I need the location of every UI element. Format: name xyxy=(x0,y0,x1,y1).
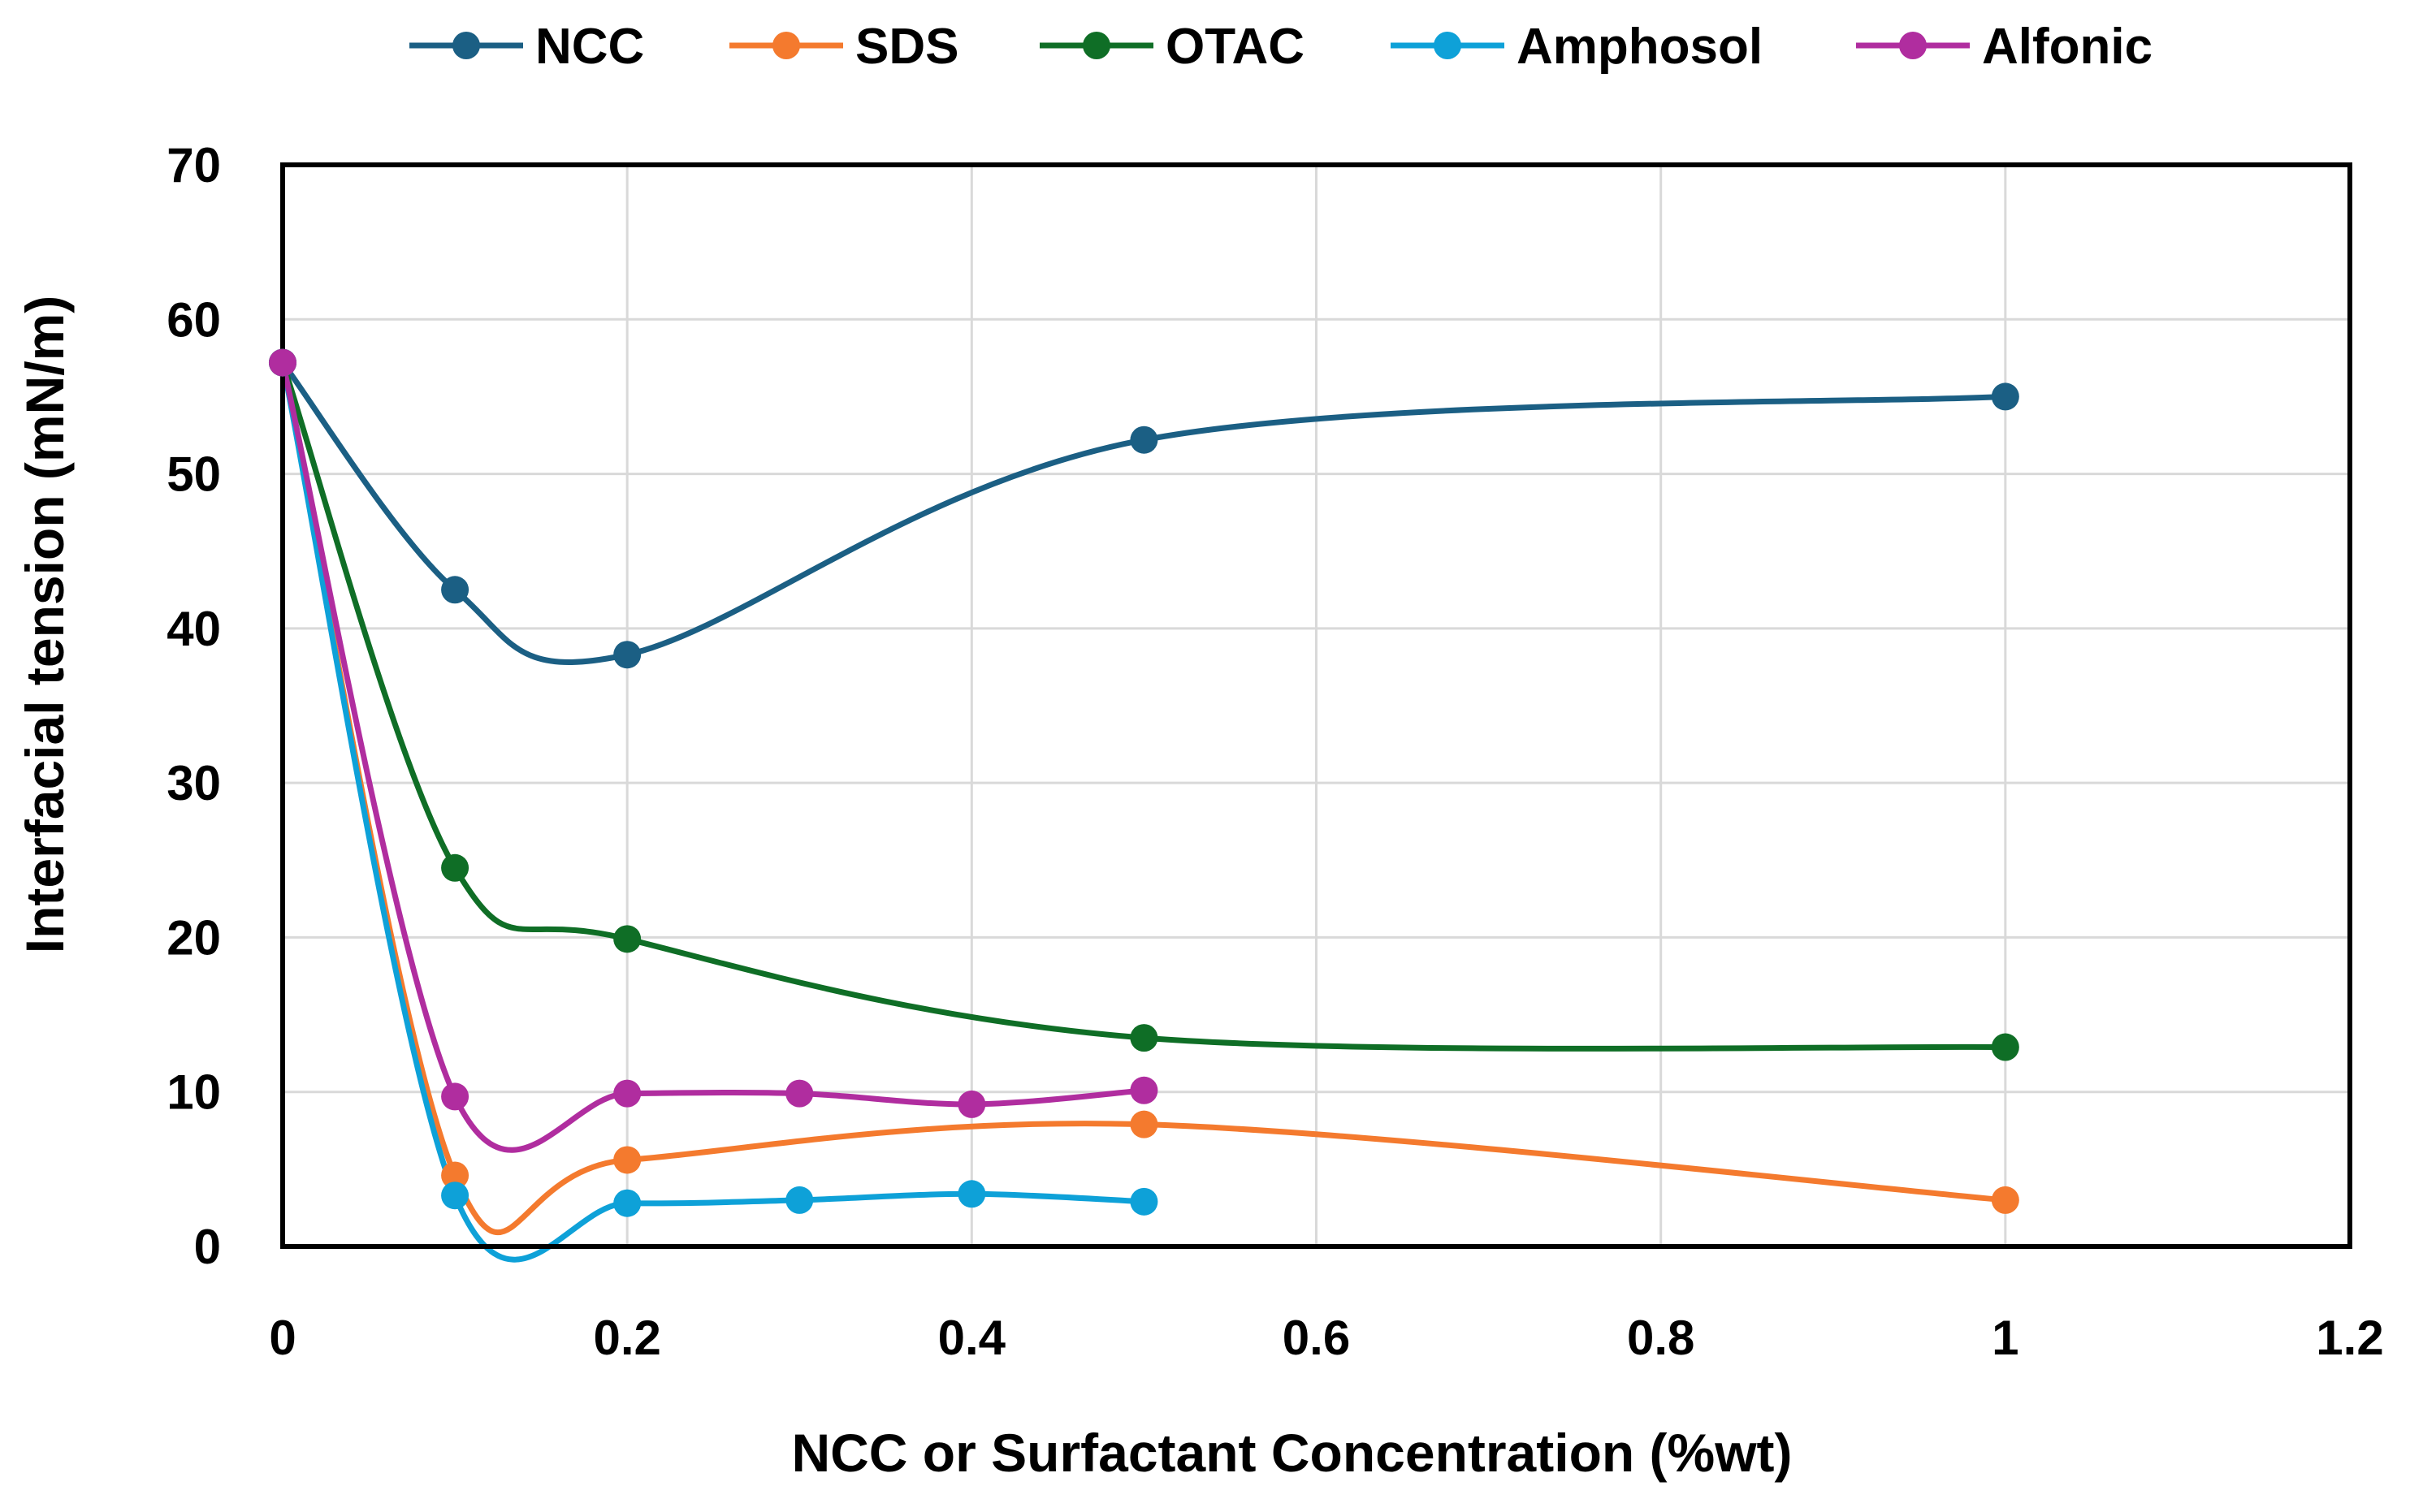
y-tick-label: 20 xyxy=(167,910,221,965)
legend-item-sds: SDS xyxy=(729,19,958,75)
x-tick-label: 0.6 xyxy=(1283,1311,1350,1365)
legend-marker xyxy=(1083,32,1110,59)
series-line-ncc xyxy=(279,360,2009,665)
y-tick-label: 60 xyxy=(167,292,221,347)
legend-label: Alfonic xyxy=(1982,19,2153,75)
data-point-alfonic xyxy=(613,1079,642,1108)
legend-label: Amphosol xyxy=(1517,19,1763,75)
x-tick-label: 0.4 xyxy=(938,1311,1006,1365)
legend: NCC SDS OTAC Amphosol Alfonic xyxy=(409,19,2153,75)
data-point-amphosol xyxy=(441,1182,469,1210)
x-tick-label: 1 xyxy=(1992,1311,2018,1365)
data-point-alfonic xyxy=(785,1079,814,1108)
data-point-sds xyxy=(441,1161,469,1190)
x-tick-label: 1.2 xyxy=(2316,1311,2383,1365)
data-point-alfonic xyxy=(269,348,296,377)
legend-marker xyxy=(1899,32,1927,59)
legend-label: SDS xyxy=(855,19,958,75)
plot-area-border xyxy=(280,162,2352,1249)
y-tick-label: 10 xyxy=(167,1065,221,1120)
data-point-ncc xyxy=(1130,426,1158,454)
y-tick-label: 50 xyxy=(167,447,221,502)
data-point-otac xyxy=(1130,1024,1158,1052)
y-tick-label: 40 xyxy=(167,602,221,656)
legend-label: NCC xyxy=(535,19,644,75)
legend-marker xyxy=(452,32,480,59)
data-point-ncc xyxy=(613,641,642,669)
legend-item-amphosol: Amphosol xyxy=(1391,19,1763,75)
data-point-ncc xyxy=(441,576,469,604)
data-point-amphosol xyxy=(1130,1187,1158,1216)
legend-marker xyxy=(772,32,800,59)
legend-item-otac: OTAC xyxy=(1040,19,1305,75)
data-point-sds xyxy=(1991,1186,2019,1214)
data-point-sds xyxy=(613,1146,642,1174)
data-point-amphosol xyxy=(958,1180,986,1208)
x-axis-title: NCC or Surfactant Concentration (%wt) xyxy=(791,1423,1792,1483)
data-point-otac xyxy=(613,925,642,953)
y-tick-label: 30 xyxy=(167,756,221,810)
y-axis-title: Interfacial tension (mN/m) xyxy=(15,296,75,953)
data-point-amphosol xyxy=(613,1189,642,1217)
legend-label: OTAC xyxy=(1166,19,1305,75)
x-tick-label: 0 xyxy=(269,1311,296,1365)
legend-item-ncc: NCC xyxy=(409,19,644,75)
axis-ticks: 0 0.2 0.4 0.6 0.8 1 1.2 0 10 20 30 40 50 60 70 xyxy=(167,138,2383,1365)
data-point-amphosol xyxy=(785,1186,814,1214)
data-point-alfonic xyxy=(441,1082,469,1111)
legend-marker xyxy=(1434,32,1461,59)
y-tick-label: 0 xyxy=(194,1220,221,1274)
series-markers xyxy=(269,348,2019,1217)
data-point-otac xyxy=(441,853,469,882)
series-line-otac xyxy=(279,360,2009,1052)
data-point-ncc xyxy=(1991,382,2019,411)
data-point-alfonic xyxy=(958,1090,986,1118)
data-point-otac xyxy=(1991,1033,2019,1061)
data-point-sds xyxy=(1130,1110,1158,1138)
y-tick-label: 70 xyxy=(167,138,221,192)
data-point-alfonic xyxy=(1130,1076,1158,1104)
gridlines xyxy=(281,163,2352,1248)
x-tick-label: 0.8 xyxy=(1627,1311,1694,1365)
x-tick-label: 0.2 xyxy=(593,1311,660,1365)
legend-item-alfonic: Alfonic xyxy=(1856,19,2153,75)
